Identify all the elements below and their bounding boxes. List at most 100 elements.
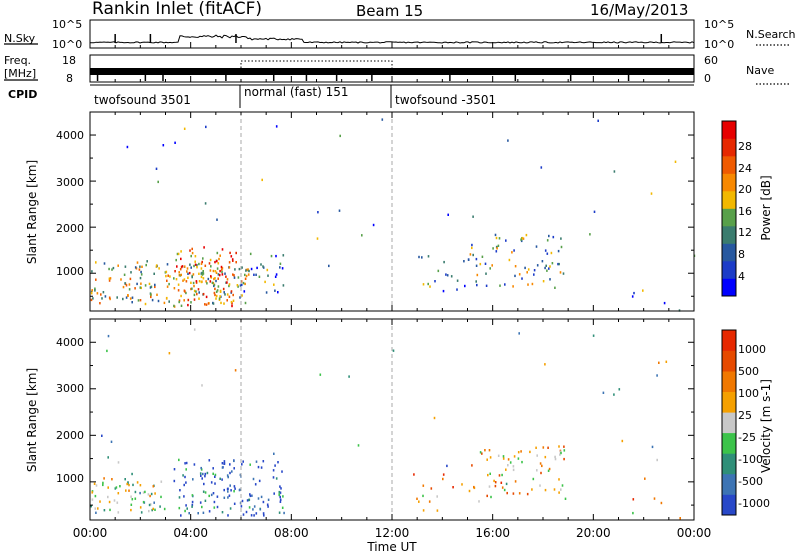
power-cell-94 bbox=[191, 275, 193, 279]
velocity-cell-309 bbox=[238, 488, 241, 492]
velocity-colorbar-swatch-1 bbox=[722, 473, 736, 495]
freq-right-tick-bottom: 0 bbox=[704, 72, 711, 85]
velocity-cell-289 bbox=[532, 477, 535, 481]
velocity-cell-2 bbox=[107, 495, 109, 499]
power-cell-294 bbox=[214, 270, 217, 273]
velocity-cell-112 bbox=[219, 477, 221, 480]
power-cell-166 bbox=[223, 302, 225, 305]
power-cell-229 bbox=[218, 257, 220, 261]
power-cell-135 bbox=[214, 287, 216, 291]
velocity-cell-279 bbox=[541, 464, 543, 468]
power-colorbar-swatch-1 bbox=[722, 261, 736, 279]
velocity-cell-127 bbox=[283, 511, 285, 515]
power-cell-127 bbox=[200, 267, 203, 270]
power-cell-395 bbox=[531, 282, 534, 286]
power-cell-300 bbox=[282, 254, 285, 257]
power-cell-142 bbox=[140, 282, 142, 285]
velocity-cbar-tick-neg25: -25 bbox=[738, 431, 756, 444]
freq-traces bbox=[90, 60, 694, 81]
power-cell-151 bbox=[91, 270, 93, 273]
power-cell-109 bbox=[111, 268, 113, 271]
power-cell-364 bbox=[496, 247, 498, 250]
velocity-cell-92 bbox=[185, 481, 187, 484]
power-cell-252 bbox=[202, 270, 204, 273]
power-cell-230 bbox=[230, 255, 233, 258]
power-cell-249 bbox=[193, 264, 195, 268]
power-cell-119 bbox=[131, 296, 134, 299]
velocity-cell-291 bbox=[544, 488, 547, 492]
power-cell-93 bbox=[108, 267, 110, 271]
power-cell-267 bbox=[190, 301, 192, 304]
power-cell-430 bbox=[173, 277, 175, 280]
velocity-cell-238 bbox=[517, 451, 520, 454]
power-cell-60 bbox=[130, 271, 132, 274]
power-cell-363 bbox=[479, 262, 482, 266]
velocity-cell-111 bbox=[223, 496, 226, 499]
power-cell-26 bbox=[195, 290, 197, 293]
velocity-cell-253 bbox=[558, 445, 560, 448]
power-cell-87 bbox=[125, 296, 128, 299]
velocity-cell-258 bbox=[529, 450, 531, 454]
freq-right-tick-top: 60 bbox=[704, 54, 718, 67]
power-cell-59 bbox=[129, 277, 132, 281]
power-cell-415 bbox=[642, 289, 644, 292]
power-cell-306 bbox=[270, 254, 273, 258]
velocity-cell-208 bbox=[227, 487, 229, 490]
power-cell-37 bbox=[217, 285, 220, 288]
velocity-cell-166 bbox=[279, 495, 281, 499]
power-cell-264 bbox=[215, 290, 218, 293]
velocity-cell-231 bbox=[526, 492, 529, 496]
station-title: Rankin Inlet (fitACF) bbox=[92, 0, 262, 19]
velocity-cell-120 bbox=[204, 491, 207, 494]
velocity-cell-302 bbox=[517, 457, 520, 460]
velocity-cell-29 bbox=[127, 481, 129, 484]
power-cell-357 bbox=[489, 267, 491, 270]
power-cell-336 bbox=[456, 279, 459, 282]
power-cell-215 bbox=[226, 299, 228, 302]
power-cell-107 bbox=[215, 271, 218, 274]
power-cell-226 bbox=[219, 269, 221, 273]
power-cell-191 bbox=[189, 249, 191, 252]
power-cell-356 bbox=[514, 274, 516, 278]
velocity-cell-44 bbox=[130, 508, 132, 512]
power-cell-291 bbox=[180, 294, 182, 298]
velocity-cell-161 bbox=[233, 485, 236, 488]
velocity-cell-67 bbox=[184, 462, 186, 465]
power-cell-192 bbox=[193, 298, 196, 301]
power-cell-448 bbox=[162, 144, 165, 147]
power-cell-182 bbox=[124, 265, 127, 268]
velocity-cell-24 bbox=[136, 481, 139, 484]
velocity-cell-45 bbox=[128, 489, 130, 492]
velocity-cell-248 bbox=[554, 455, 556, 459]
velocity-cbar-tick-1000: 1000 bbox=[738, 343, 766, 356]
power-cell-201 bbox=[191, 247, 193, 251]
velocity-colorbar-swatch-6 bbox=[722, 371, 736, 392]
power-cell-387 bbox=[546, 252, 549, 255]
power-cell-112 bbox=[108, 296, 111, 299]
velocity-cell-91 bbox=[251, 494, 253, 497]
power-cell-394 bbox=[481, 255, 484, 258]
power-cell-206 bbox=[205, 295, 208, 299]
power-cell-245 bbox=[232, 273, 234, 276]
power-cell-137 bbox=[192, 281, 195, 285]
power-cell-246 bbox=[179, 274, 182, 277]
power-cell-273 bbox=[176, 265, 178, 268]
power-cell-122 bbox=[104, 295, 107, 298]
velocity-cell-227 bbox=[422, 494, 424, 498]
nave-label: Nave bbox=[746, 64, 774, 77]
time-tick-2400: 00:00 bbox=[677, 526, 712, 540]
power-cell-437 bbox=[540, 166, 543, 169]
velocity-cell-311 bbox=[602, 391, 605, 394]
velocity-cell-155 bbox=[227, 475, 229, 479]
power-cell-293 bbox=[194, 260, 196, 263]
freq-left-tick-top: 18 bbox=[62, 54, 76, 67]
power-cell-445 bbox=[261, 178, 263, 182]
velocity-cell-332 bbox=[392, 349, 395, 352]
power-cell-73 bbox=[150, 295, 152, 299]
velocity-cell-68 bbox=[214, 473, 217, 477]
velocity-cell-298 bbox=[535, 446, 537, 449]
velocity-cell-236 bbox=[512, 492, 515, 495]
time-tick-0000: 00:00 bbox=[73, 526, 108, 540]
date-title: 16/May/2013 bbox=[590, 1, 688, 19]
velocity-cell-50 bbox=[103, 477, 105, 480]
